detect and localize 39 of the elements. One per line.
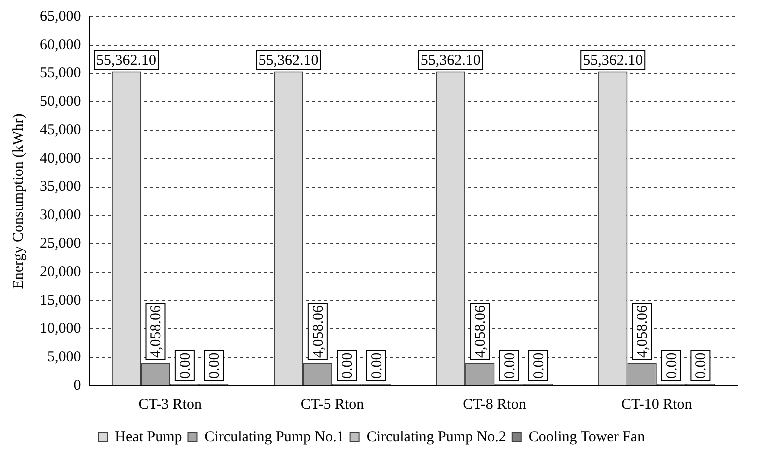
data-label: 0.00 <box>178 352 194 379</box>
data-label: 0.00 <box>531 352 548 379</box>
y-tick-label: 10,000 <box>40 321 82 338</box>
y-tick-label: 20,000 <box>40 264 82 280</box>
legend-label: Circulating Pump No.2 <box>366 429 506 446</box>
y-axis-title: Energy Consumption (kWhr) <box>10 114 27 290</box>
x-tick-label: CT-10 Rton <box>622 396 693 413</box>
legend-label: Circulating Pump No.1 <box>204 429 344 446</box>
data-label: 55,362.10 <box>583 53 644 70</box>
y-tick-label: 5,000 <box>48 350 82 366</box>
y-tick-label: 65,000 <box>40 8 82 25</box>
y-tick-label: 0 <box>74 378 82 394</box>
data-label: 4,058.06 <box>635 304 652 358</box>
y-tick-label: 35,000 <box>40 179 82 196</box>
data-label: 0.00 <box>207 352 224 379</box>
legend-label: Heat Pump <box>115 429 182 446</box>
x-tick-label: CT-8 Rton <box>463 396 527 413</box>
data-label: 55,362.10 <box>420 53 481 70</box>
data-label: 0.00 <box>694 352 710 379</box>
y-tick-label: 45,000 <box>40 122 82 138</box>
data-label: 55,362.10 <box>96 53 157 70</box>
data-label: 4,058.06 <box>473 304 490 358</box>
y-tick-label: 60,000 <box>40 37 82 54</box>
y-tick-label: 15,000 <box>40 292 82 309</box>
data-label: 0.00 <box>502 352 518 379</box>
data-label: 4,058.06 <box>148 304 165 358</box>
y-tick-label: 55,000 <box>40 66 82 82</box>
data-label: 0.00 <box>340 352 356 379</box>
data-label: 4,058.06 <box>310 304 327 358</box>
y-tick-label: 40,000 <box>40 150 82 167</box>
data-label: 0.00 <box>664 352 680 379</box>
data-label: 55,362.10 <box>258 53 319 70</box>
y-tick-label: 25,000 <box>40 236 82 252</box>
data-label: 0.00 <box>369 352 386 379</box>
x-tick-label: CT-5 Rton <box>300 396 365 413</box>
y-tick-label: 30,000 <box>40 208 82 224</box>
legend-label: Cooling Tower Fan <box>528 429 646 446</box>
y-tick-label: 50,000 <box>40 94 82 110</box>
x-tick-label: CT-3 Rton <box>138 396 202 413</box>
